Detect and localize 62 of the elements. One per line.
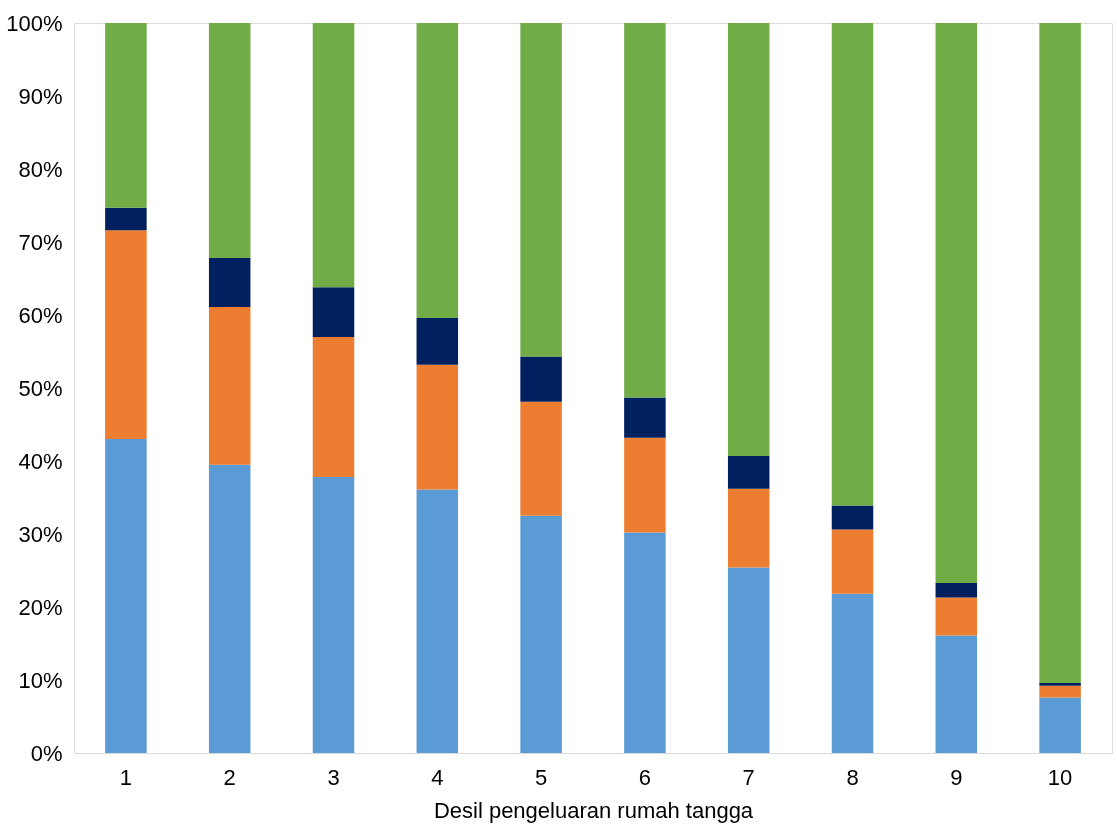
- bar: [208, 258, 251, 307]
- y-tick-label: 0%: [30, 740, 63, 766]
- y-tick-label: 100%: [6, 10, 63, 36]
- bar: [1039, 697, 1081, 753]
- bar: [831, 529, 874, 594]
- bar: [624, 23, 666, 398]
- bar: [520, 23, 562, 357]
- y-tick-label: 10%: [18, 667, 63, 693]
- bar: [1039, 685, 1081, 698]
- bar: [312, 336, 355, 478]
- bar: [831, 23, 874, 506]
- bar: [624, 437, 666, 533]
- bar: [416, 23, 459, 318]
- bar: [624, 532, 666, 753]
- bar: [1039, 23, 1081, 683]
- y-tick-label: 80%: [18, 156, 63, 182]
- bar: [831, 505, 874, 530]
- bar: [520, 401, 562, 516]
- x-tick-label: 10: [1047, 764, 1073, 790]
- bar: [312, 287, 355, 337]
- bar: [105, 439, 147, 753]
- bar: [935, 582, 978, 598]
- bar: [416, 489, 459, 753]
- bar: [520, 356, 562, 402]
- x-tick-label: 3: [327, 764, 340, 790]
- bar: [105, 207, 147, 231]
- bar: [416, 317, 459, 365]
- bar: [624, 397, 666, 438]
- y-tick-label: 90%: [18, 83, 63, 109]
- bar: [935, 635, 978, 753]
- x-tick-label: 5: [534, 764, 548, 790]
- y-tick-label: 30%: [18, 521, 63, 547]
- y-tick-label: 70%: [18, 229, 63, 255]
- x-tick-label: 8: [846, 764, 859, 790]
- bar: [105, 230, 147, 440]
- bar: [105, 23, 147, 208]
- x-tick-label: 6: [638, 764, 652, 790]
- bar: [727, 455, 770, 489]
- bar: [727, 567, 770, 753]
- bar: [312, 23, 355, 288]
- y-tick-label: 40%: [18, 448, 63, 474]
- x-tick-label: 4: [431, 764, 444, 790]
- x-tick-label: 1: [119, 764, 133, 790]
- bar: [312, 477, 355, 753]
- y-tick-label: 60%: [18, 302, 63, 328]
- bar: [208, 464, 251, 753]
- x-tick-label: 7: [742, 764, 755, 790]
- bar: [935, 597, 978, 636]
- y-tick-label: 50%: [18, 375, 63, 401]
- bar: [416, 364, 459, 490]
- bar: [727, 23, 770, 456]
- bar: [208, 306, 251, 465]
- bar: [831, 593, 874, 753]
- y-tick-label: 20%: [18, 594, 63, 620]
- bar: [208, 23, 251, 259]
- bar: [727, 488, 770, 568]
- bar: [520, 515, 562, 753]
- x-tick-label: 2: [223, 764, 236, 790]
- bar: [935, 23, 978, 583]
- x-axis-title: Desil pengeluaran rumah tangga: [433, 797, 754, 823]
- x-tick-label: 9: [950, 764, 963, 790]
- bar: [1039, 682, 1081, 686]
